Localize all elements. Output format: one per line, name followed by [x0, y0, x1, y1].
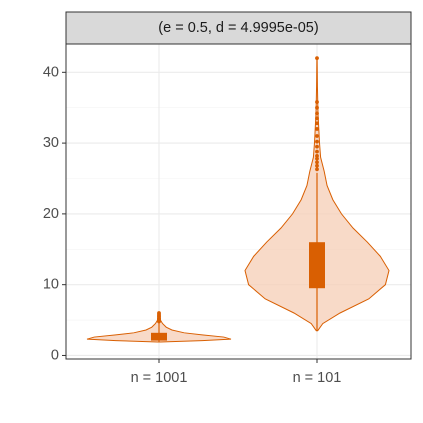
- outlier-point: [315, 167, 319, 172]
- outlier-point: [315, 134, 319, 138]
- outlier-point: [315, 127, 319, 131]
- y-tick-label: 10: [43, 277, 59, 293]
- box-1: [151, 332, 167, 341]
- x-tick-label: n = 1001: [131, 370, 188, 386]
- outlier-point: [315, 144, 319, 149]
- outlier-point: [315, 105, 319, 110]
- y-tick-label: 0: [51, 347, 59, 363]
- violins: [86, 56, 390, 343]
- outlier-point: [315, 160, 319, 165]
- y-tick-label: 30: [43, 135, 59, 151]
- outlier-point: [315, 56, 319, 61]
- outlier-point: [315, 116, 319, 121]
- axes: 0 10 20 30 40 n = 1001 n = 101: [43, 64, 342, 386]
- facet-strip: (e = 0.5, d = 4.9995e-05): [65, 11, 412, 45]
- outlier-point: [315, 100, 319, 104]
- outlier-point: [157, 311, 161, 315]
- outlier-point: [315, 149, 319, 154]
- y-tick-label: 20: [43, 206, 59, 222]
- outlier-point: [315, 121, 319, 126]
- box-2: [309, 242, 325, 289]
- outlier-point: [315, 111, 319, 116]
- x-tick-label: n = 101: [293, 370, 342, 386]
- y-tick-label: 40: [43, 64, 59, 80]
- facet-strip-background: [65, 11, 412, 45]
- outlier-point: [315, 156, 319, 161]
- facet-label: (e = 0.5, d = 4.9995e-05): [158, 20, 318, 36]
- outlier-point: [315, 153, 319, 158]
- outlier-point: [315, 163, 319, 168]
- outlier-point: [315, 139, 319, 144]
